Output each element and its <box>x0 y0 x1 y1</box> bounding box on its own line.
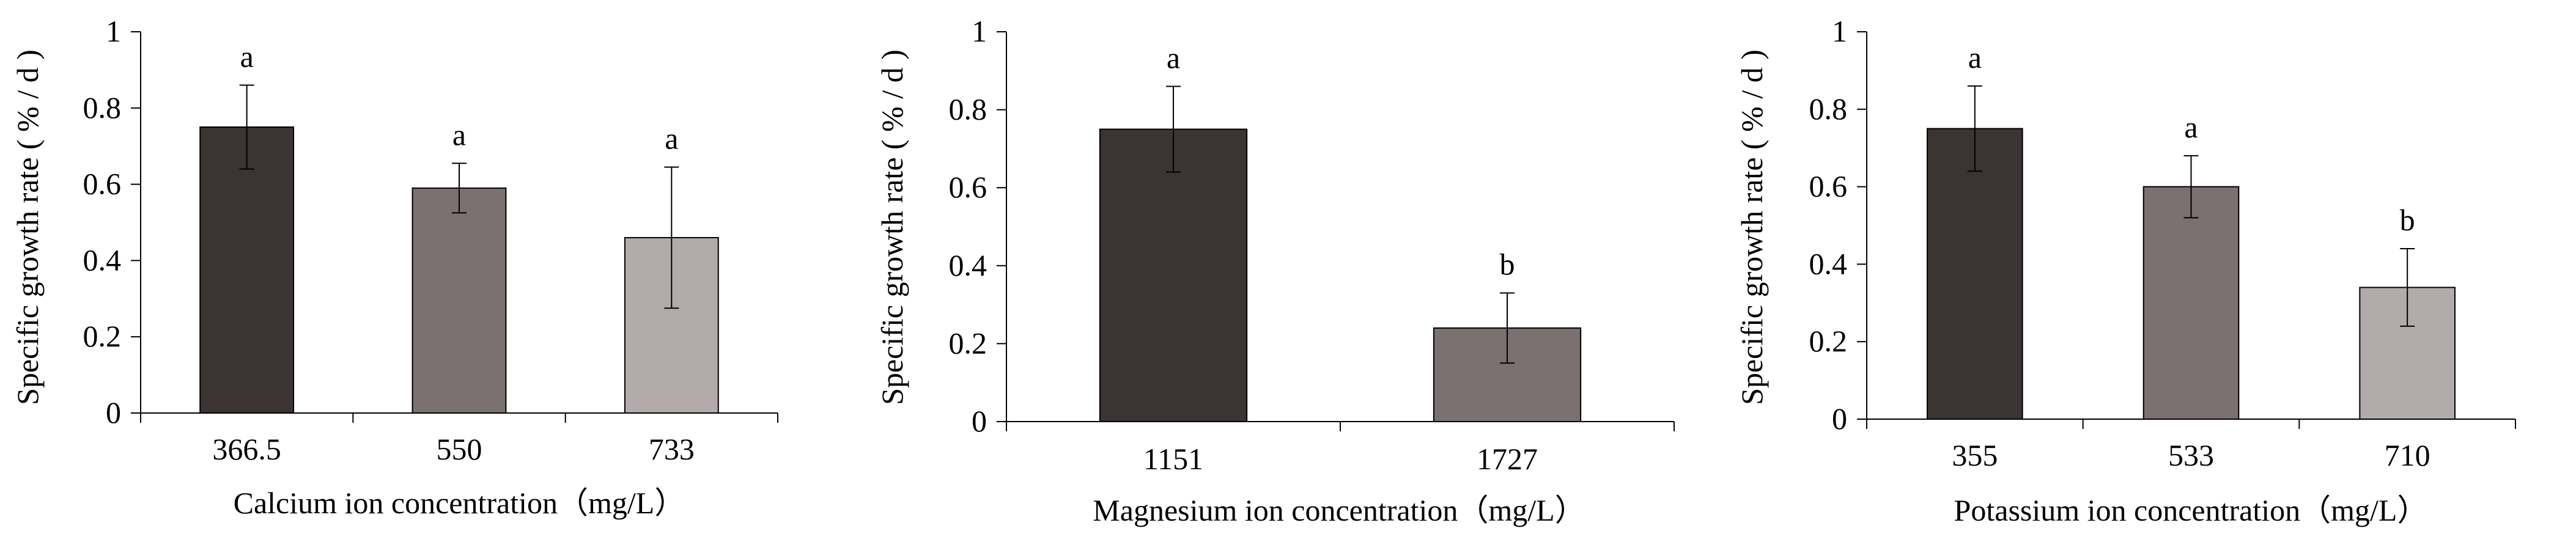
magnesium-category-label: 1727 <box>1477 442 1538 476</box>
potassium-significance-label: a <box>1968 40 1982 75</box>
calcium-y-tick-label: 0.4 <box>83 243 122 277</box>
magnesium-significance-label: a <box>1167 40 1180 75</box>
magnesium-y-tick-label: 0.2 <box>949 326 987 360</box>
potassium-y-tick-label: 0.4 <box>1809 246 1848 280</box>
potassium-bar <box>2142 186 2240 420</box>
magnesium-y-tick-label: 0.4 <box>949 248 987 282</box>
potassium-x-axis-title: Potassium ion concentration（mg/L） <box>1954 493 2428 527</box>
potassium-category-label: 710 <box>2385 438 2430 472</box>
calcium-y-tick-label: 1 <box>106 14 121 48</box>
calcium-y-tick-label: 0.6 <box>83 167 122 201</box>
potassium-y-tick-label: 0 <box>1832 401 1847 436</box>
magnesium-category-label: 1151 <box>1143 442 1203 476</box>
calcium-significance-label: a <box>240 39 254 73</box>
magnesium-y-tick-label: 1 <box>972 14 987 48</box>
potassium-y-axis-title: Specific growth rate ( % / d ) <box>1735 49 1769 405</box>
calcium-significance-label: a <box>452 117 466 152</box>
calcium-category-label: 733 <box>649 432 695 466</box>
calcium-significance-label: a <box>665 122 678 156</box>
potassium-y-tick-label: 0.6 <box>1809 169 1848 203</box>
potassium-y-tick-label: 1 <box>1832 14 1847 48</box>
calcium-y-tick-label: 0 <box>106 395 121 430</box>
potassium-y-tick-label: 0.8 <box>1809 92 1848 126</box>
potassium-category-label: 355 <box>1952 438 1998 472</box>
potassium-y-tick-label: 0.2 <box>1809 324 1848 358</box>
magnesium-chart-panel: 0 0.2 0.4 0.6 0.8 1 a 1151 b 1727 Magnesium ion co… <box>875 14 1675 527</box>
magnesium-y-tick-label: 0 <box>972 404 987 438</box>
magnesium-x-axis-title: Magnesium ion concentration（mg/L） <box>1093 493 1585 527</box>
potassium-bar <box>1927 128 2023 420</box>
magnesium-y-tick-label: 0.8 <box>949 92 987 126</box>
calcium-bar <box>199 126 295 414</box>
potassium-significance-label: b <box>2400 203 2415 237</box>
calcium-chart-panel: 0 0.2 0.4 0.6 0.8 1 a 366.5 a 550 a 733 Calcium ion … <box>10 14 778 520</box>
calcium-y-tick-label: 0.2 <box>83 319 122 353</box>
calcium-bar <box>411 187 507 414</box>
magnesium-y-axis-title: Specific growth rate ( % / d ) <box>875 49 909 405</box>
potassium-category-label: 533 <box>2168 438 2214 472</box>
calcium-y-axis-title: Specific growth rate ( % / d ) <box>10 49 45 405</box>
magnesium-bar <box>1099 128 1248 422</box>
potassium-chart-panel: 0 0.2 0.4 0.6 0.8 1 a 355 a 533 b 710 Potassium ion … <box>1735 14 2516 527</box>
calcium-y-tick-label: 0.8 <box>83 90 122 125</box>
calcium-category-label: 366.5 <box>212 432 281 466</box>
calcium-category-label: 550 <box>437 432 482 466</box>
potassium-significance-label: a <box>2184 110 2198 144</box>
magnesium-significance-label: b <box>1500 247 1515 281</box>
calcium-x-axis-title: Calcium ion concentration（mg/L） <box>234 486 685 520</box>
magnesium-y-tick-label: 0.6 <box>949 170 987 204</box>
